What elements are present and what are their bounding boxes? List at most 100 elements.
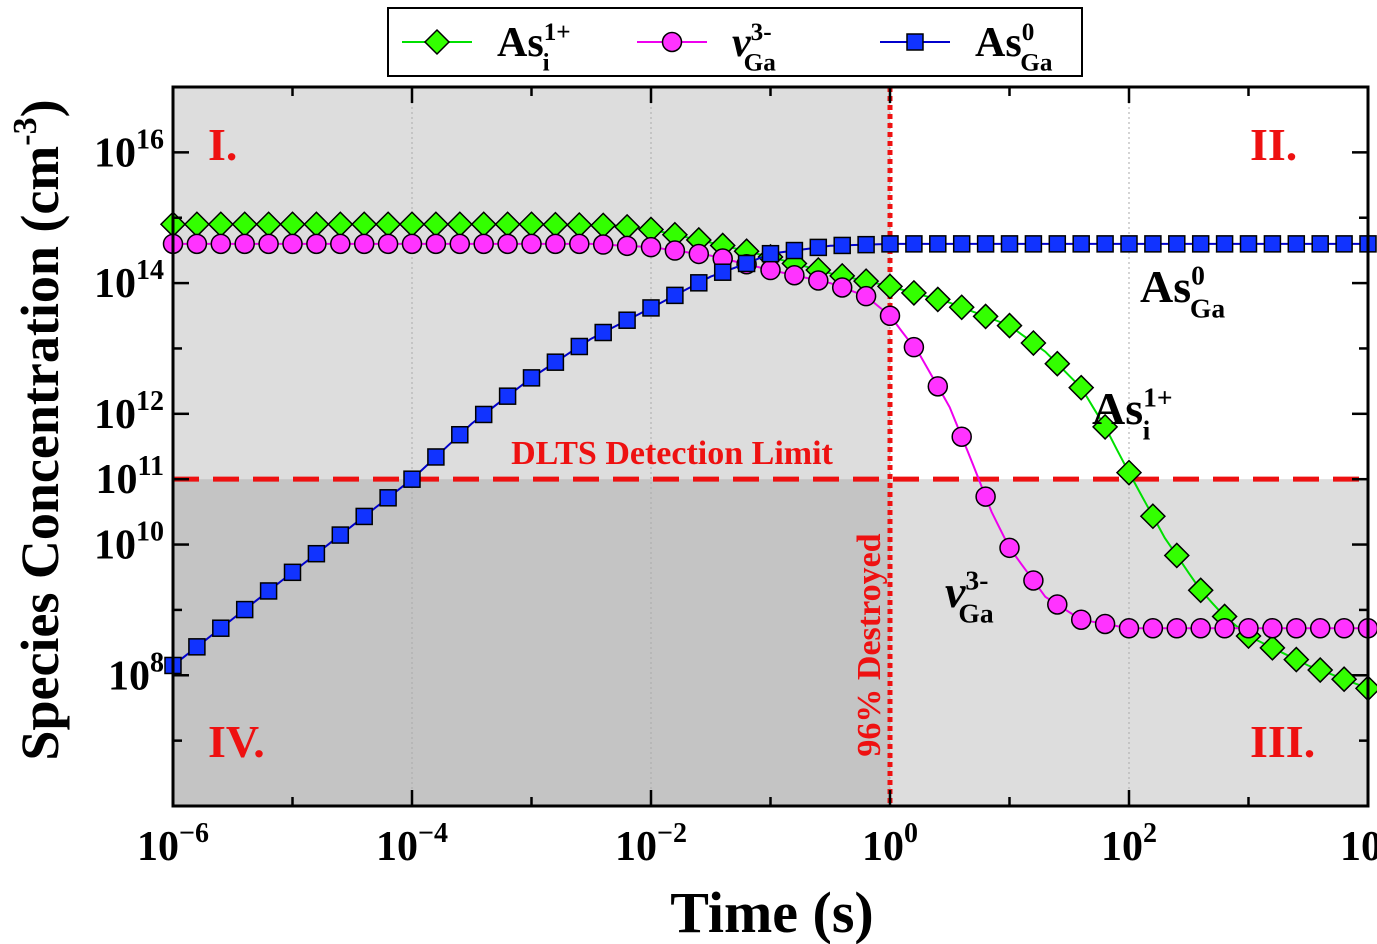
- data-point-as-ga: [1024, 235, 1043, 253]
- x-tick-label-base: 10: [376, 824, 418, 870]
- data-point-v-ga: [1166, 617, 1188, 639]
- data-point-as-ga: [690, 274, 708, 292]
- data-point-as-ga: [1048, 235, 1067, 253]
- data-point-as-ga: [283, 563, 302, 582]
- data-point-as-ga: [451, 425, 469, 444]
- quadrant-label-ii: II.: [1250, 119, 1297, 170]
- data-point-v-ga: [449, 233, 471, 255]
- data-point-v-ga: [258, 233, 279, 255]
- data-point-v-ga: [855, 285, 877, 307]
- data-point-as-ga: [1096, 235, 1114, 253]
- data-point-as-ga: [331, 526, 350, 544]
- data-point-as-ga: [188, 638, 206, 656]
- data-point-v-ga: [401, 233, 423, 255]
- legend-label-sup: 3-: [751, 19, 772, 46]
- y-axis-label: Species Concentration (cm-3): [7, 99, 70, 760]
- data-point-v-ga: [927, 376, 949, 397]
- x-tick-label-base: 10: [615, 824, 657, 870]
- y-tick-label-exp: 8: [150, 647, 164, 678]
- quadrant-label-i: I.: [208, 119, 237, 170]
- data-point-as-i: [948, 294, 975, 321]
- data-point-v-ga: [1262, 617, 1283, 639]
- data-point-as-ga: [307, 544, 326, 563]
- data-point-as-ga: [259, 582, 278, 600]
- data-point-v-ga: [186, 233, 208, 255]
- data-point-as-i: [1020, 329, 1047, 357]
- x-tick-label: 104: [1340, 818, 1377, 870]
- legend-label: As0 Ga: [975, 19, 1053, 76]
- x-tick-label-base: 10: [1101, 824, 1143, 870]
- annotation-v-ga-base: v: [945, 566, 966, 617]
- legend-label-base: As: [497, 20, 544, 66]
- data-point-v-ga: [1309, 617, 1331, 639]
- x-tick-label-exp: −6: [179, 818, 209, 849]
- y-tick-label-exp: 10: [136, 517, 164, 548]
- data-point-v-ga: [616, 235, 638, 257]
- annotation-v-ga: v3-Ga: [945, 565, 994, 629]
- legend-label-sup: 1+: [544, 19, 571, 46]
- data-point-as-ga: [642, 299, 660, 317]
- data-point-as-i: [876, 273, 904, 300]
- legend: As1+ i v3-Ga As 0 Ga: [387, 7, 1083, 77]
- y-tick-label-base: 10: [94, 392, 136, 438]
- data-point-as-i: [1259, 634, 1286, 661]
- data-point-as-ga: [546, 353, 565, 371]
- x-tick-label: 10−4: [376, 818, 448, 870]
- y-tick-label: 1012: [94, 386, 164, 438]
- y-tick-label-base: 10: [94, 523, 136, 569]
- y-tick-label: 1016: [94, 124, 164, 176]
- legend-label: v3- Ga: [732, 19, 776, 76]
- y-tick-label: 1011: [96, 451, 164, 503]
- data-point-v-ga: [640, 236, 662, 258]
- data-point-as-i: [1044, 350, 1071, 377]
- data-point-as-ga: [1000, 235, 1019, 253]
- y-axis-label-exp: -3: [7, 117, 44, 145]
- data-point-as-i: [1068, 374, 1095, 401]
- annotation-v-ga-sup: 3-: [965, 565, 988, 596]
- data-point-as-ga: [666, 286, 684, 305]
- annotation-as-ga-base: As: [1140, 261, 1191, 312]
- data-point-v-ga: [664, 240, 686, 261]
- data-point-as-ga: [355, 507, 373, 526]
- legend-label-sub: i: [543, 49, 550, 76]
- legend-label-sup: 0: [1022, 19, 1035, 46]
- data-point-as-i: [972, 303, 999, 330]
- legend-marker: [661, 31, 683, 53]
- data-point-as-ga: [403, 470, 421, 488]
- data-point-v-ga: [425, 233, 447, 255]
- destroyed-label: 96% Destroyed: [851, 533, 888, 756]
- legend-label: As1+ i: [497, 19, 571, 76]
- x-tick-label-base: 10: [1340, 824, 1377, 870]
- legend-box: [387, 7, 1083, 77]
- data-point-as-ga: [929, 235, 947, 253]
- data-point-v-ga: [999, 537, 1020, 559]
- data-point-v-ga: [1214, 617, 1235, 639]
- legend-label-sub: Ga: [1020, 49, 1053, 76]
- data-point-v-ga: [353, 233, 375, 255]
- y-tick-label-base: 10: [94, 261, 136, 307]
- data-point-as-ga: [618, 311, 636, 329]
- data-point-v-ga: [592, 234, 614, 255]
- data-point-as-ga: [522, 369, 541, 387]
- data-point-v-ga: [497, 233, 518, 255]
- data-point-as-ga: [713, 263, 732, 281]
- data-point-as-ga: [809, 238, 828, 257]
- data-point-v-ga: [975, 486, 996, 507]
- y-tick-label: 1010: [94, 517, 164, 569]
- annotation-v-ga-sub: Ga: [958, 598, 993, 629]
- y-tick-label: 108: [108, 647, 164, 699]
- data-point-as-ga: [952, 235, 971, 253]
- annotation-as-ga: As0 Ga: [1140, 260, 1225, 324]
- data-point-v-ga: [760, 259, 781, 281]
- legend-marker: [906, 33, 924, 51]
- x-tick-label-base: 10: [137, 824, 179, 870]
- data-point-as-ga: [474, 405, 493, 424]
- data-point-as-ga: [235, 600, 254, 619]
- data-point-as-ga: [737, 254, 756, 273]
- x-tick-label-exp: −4: [418, 818, 448, 849]
- data-point-as-i: [996, 312, 1023, 339]
- data-point-v-ga: [1333, 617, 1355, 639]
- legend-label-base: v: [732, 20, 752, 66]
- data-point-as-ga: [498, 387, 517, 405]
